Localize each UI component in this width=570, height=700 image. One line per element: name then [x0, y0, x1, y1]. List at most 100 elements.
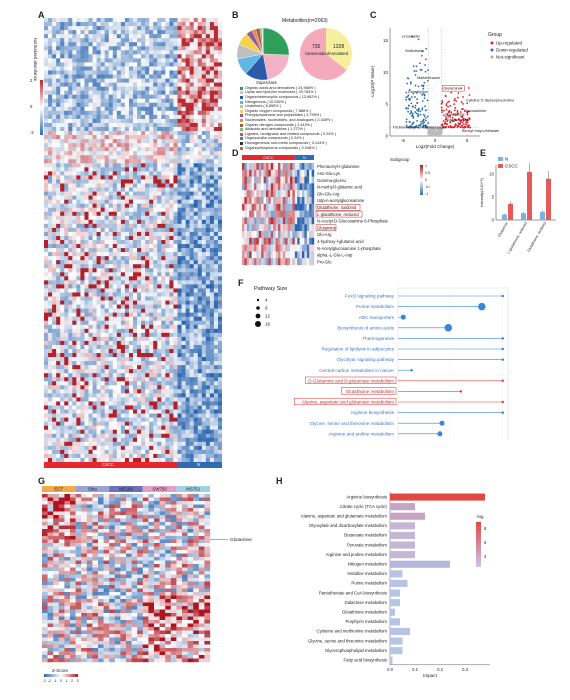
- heatmap-cell: [100, 82, 105, 87]
- heatmap-cell: [88, 381, 93, 386]
- heatmap-cell: [145, 300, 150, 305]
- heatmap-cell: [56, 389, 61, 394]
- heatmap-cell: [197, 276, 203, 281]
- heatmap-cell: [153, 126, 158, 132]
- heatmap-cell: [157, 373, 162, 378]
- heatmap-cell: [80, 26, 85, 31]
- heatmap-cell: [133, 276, 138, 281]
- heatmap-cell: [173, 54, 178, 59]
- heatmap-cell: [209, 211, 215, 217]
- heatmap-cell: [68, 122, 73, 128]
- heatmap-cell: [169, 381, 174, 386]
- heatmap-cell: [177, 252, 182, 257]
- heatmap-cell: [153, 167, 158, 172]
- heatmap-cell: [104, 256, 110, 261]
- heatmap-cell: [193, 288, 199, 293]
- heatmap-cell: [124, 316, 130, 322]
- heatmap-cell: [169, 219, 174, 225]
- heatmap-cell: [104, 74, 110, 79]
- heatmap-cell: [165, 240, 170, 245]
- heatmap-cell: [153, 268, 158, 273]
- heatmap-cell: [76, 389, 81, 394]
- heatmap-cell: [209, 167, 215, 172]
- heatmap-cell: [201, 54, 207, 59]
- heatmap-cell: [88, 312, 93, 317]
- heatmap-cell: [124, 336, 130, 342]
- heatmap-cell: [217, 248, 222, 253]
- heatmap-cell: [52, 62, 57, 67]
- heatmap-cell: [76, 118, 81, 124]
- heatmap-cell: [213, 441, 219, 447]
- heatmap-cell: [84, 449, 89, 455]
- heatmap-cell: [201, 421, 207, 426]
- heatmap-cell: [161, 288, 166, 293]
- heatmap-cell: [112, 445, 118, 451]
- heatmap-cell: [205, 54, 211, 59]
- heatmap-cell: [88, 106, 93, 112]
- heatmap-cell: [108, 280, 114, 285]
- heatmap-cell: [88, 328, 93, 334]
- heatmap-cell: [201, 167, 207, 172]
- heatmap-cell: [124, 207, 130, 213]
- heatmap-cell: [149, 199, 154, 204]
- heatmap-cell: [76, 58, 81, 63]
- heatmap-cell: [80, 437, 85, 443]
- heatmap-cell: [157, 280, 162, 285]
- heatmap-cell: [128, 82, 134, 87]
- heatmap-cell: [96, 377, 101, 382]
- heatmap-cell: [177, 102, 182, 108]
- heatmap-cell: [88, 248, 93, 253]
- heatmap-cell: [92, 211, 97, 217]
- heatmap-cell: [213, 187, 219, 192]
- heatmap-cell: [68, 66, 73, 71]
- heatmap-cell: [177, 58, 182, 63]
- heatmap-cell: [52, 34, 57, 39]
- heatmap-cell: [181, 46, 186, 51]
- heatmap-cell: [76, 18, 81, 23]
- heatmap-cell: [201, 66, 207, 71]
- heatmap-cell: [96, 328, 101, 334]
- heatmap-cell: [76, 135, 81, 140]
- heatmap-cell: [209, 179, 215, 184]
- heatmap-cell: [128, 457, 134, 462]
- heatmap-cell: [104, 385, 110, 390]
- heatmap-cell: [153, 276, 158, 281]
- heatmap-cell: [108, 429, 114, 435]
- heatmap-cell: [52, 227, 57, 233]
- heatmap-cell: [60, 320, 65, 326]
- heatmap-cell: [153, 433, 158, 439]
- heatmap-cell: [72, 244, 77, 249]
- heatmap-cell: [44, 240, 49, 245]
- heatmap-cell: [185, 252, 190, 257]
- heatmap-cell: [112, 131, 118, 136]
- heatmap-cell: [56, 131, 61, 136]
- heatmap-cell: [120, 58, 126, 63]
- heatmap-cell: [145, 417, 150, 422]
- heatmap-cell: [64, 300, 69, 305]
- heatmap-cell: [169, 264, 174, 269]
- heatmap-cell: [217, 421, 222, 426]
- heatmap-cell: [112, 147, 118, 152]
- heatmap-cell: [52, 272, 57, 277]
- heatmap-cell: [96, 433, 101, 439]
- heatmap-cell: [149, 155, 154, 160]
- heatmap-cell: [60, 272, 65, 277]
- heatmap-cell: [72, 62, 77, 67]
- heatmap-cell: [177, 304, 182, 309]
- heatmap-cell: [157, 421, 162, 426]
- panel-a-group-bar-n: [177, 462, 222, 468]
- heatmap-cell: [84, 50, 89, 55]
- heatmap-cell: [108, 22, 114, 27]
- panel-a-legend-title: Normalized abundance: [33, 38, 38, 82]
- heatmap-cell: [48, 139, 53, 144]
- heatmap-cell: [92, 449, 97, 455]
- heatmap-cell: [96, 86, 101, 91]
- heatmap-cell: [213, 389, 219, 394]
- heatmap-cell: [76, 357, 81, 362]
- heatmap-cell: [84, 195, 89, 200]
- heatmap-cell: [161, 122, 166, 128]
- heatmap-cell: [64, 38, 69, 43]
- heatmap-cell: [205, 118, 211, 124]
- heatmap-cell: [44, 179, 49, 184]
- heatmap-cell: [56, 54, 61, 59]
